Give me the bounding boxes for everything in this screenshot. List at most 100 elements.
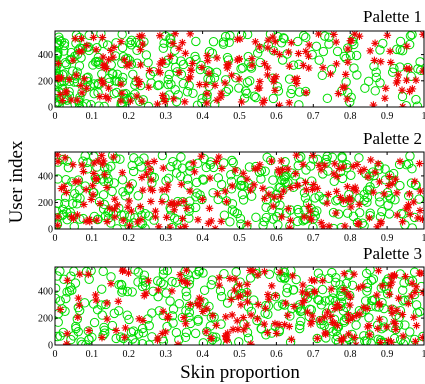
data-point-star [276,192,285,201]
data-point-star [414,214,422,222]
data-point-star [229,325,237,334]
data-point-star [355,32,364,40]
data-point-star [104,84,113,92]
data-point-star [284,204,293,213]
data-point-star [317,166,325,174]
data-point-star [159,164,168,172]
data-point-circle [166,79,176,90]
data-point-star [304,52,313,60]
data-point-star [302,88,310,97]
data-point-star [375,315,384,323]
x-tick-label: 1 [422,111,425,122]
data-point-circle [122,286,133,297]
data-point-star [373,291,381,299]
data-point-star [402,64,411,73]
data-point-circle [259,216,269,227]
x-tick-label: 0.3 [159,111,172,122]
data-point-circle [208,162,219,173]
data-point-star [251,37,260,46]
data-point-circle [385,193,396,204]
data-point-circle [318,46,329,57]
data-point-star [415,269,424,277]
data-point-circle [308,222,318,229]
data-point-circle [375,45,385,55]
data-point-star [235,281,244,289]
data-point-circle [251,92,261,103]
data-point-circle [277,55,288,65]
x-tick-label: 0.1 [86,349,99,360]
data-point-star [170,206,179,214]
data-point-star [109,153,118,161]
data-point-circle [324,39,334,49]
data-point-star [189,159,198,167]
data-point-star [175,44,183,53]
data-point-star [271,86,279,95]
data-point-star [226,274,234,283]
data-point-circle [55,47,63,57]
data-point-star [354,219,362,228]
data-point-circle [172,160,182,170]
data-point-circle [268,175,278,185]
data-point-circle [395,180,405,191]
data-point-circle [55,174,63,184]
data-point-star [333,321,342,330]
data-point-star [117,80,125,88]
data-point-circle [92,43,102,53]
data-point-star [83,41,91,50]
data-point-circle [175,223,185,229]
data-point-star [356,167,365,176]
data-point-star [103,299,111,307]
data-point-star [227,295,235,304]
data-point-star [138,173,146,182]
data-point-circle [152,276,163,286]
data-point-star [102,64,111,73]
data-point-circle [251,212,261,223]
data-point-circle [238,195,249,205]
data-point-star [350,333,359,342]
data-point-circle [209,312,219,322]
data-point-circle [89,317,100,328]
data-point-circle [130,338,141,345]
data-point-star [365,321,373,330]
data-point-circle [94,101,104,107]
data-point-star [285,98,294,107]
data-point-star [323,308,332,317]
data-point-star [198,63,206,72]
data-point-circle [225,217,235,227]
data-point-star [207,217,216,225]
data-point-circle [378,316,388,326]
data-point-star [283,311,292,320]
y-tick-label: 400 [38,171,53,182]
data-point-star [326,70,335,78]
data-point-star [299,281,307,289]
data-point-star [57,74,66,82]
data-point-star [199,307,207,316]
data-point-star [138,40,147,48]
data-point-star [393,211,402,219]
data-point-circle [337,160,348,171]
data-point-circle [264,269,275,280]
data-point-star [233,317,242,325]
data-point-star [89,190,97,199]
data-point-star [406,210,414,219]
data-point-star [272,329,281,338]
data-point-circle [207,335,218,345]
data-point-circle [231,267,241,277]
data-point-circle [180,332,191,343]
data-point-circle [133,277,143,287]
data-point-star [248,61,256,70]
data-point-star [409,198,418,206]
data-point-star [139,316,147,325]
data-point-star [309,180,318,189]
data-point-circle [313,294,323,305]
data-point-star [309,152,317,160]
data-point-circle [60,306,70,316]
data-point-circle [227,155,237,166]
data-point-star [408,85,417,93]
data-point-star [99,157,108,165]
data-point-star [384,336,393,345]
data-point-circle [99,325,110,335]
data-point-circle [383,200,393,210]
data-point-circle [278,33,289,43]
